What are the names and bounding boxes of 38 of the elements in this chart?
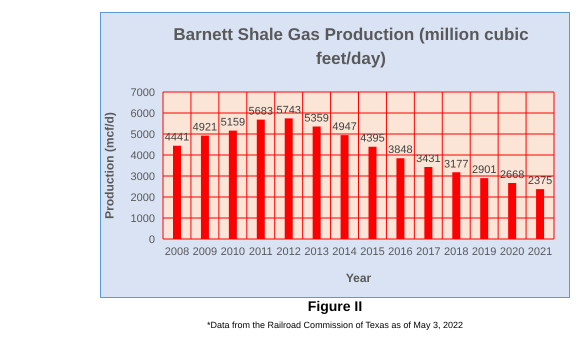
data-label: 2375: [528, 175, 552, 188]
text: *Data from the Railroad Commission of Texas as of May 3, 2022: [206, 320, 464, 330]
data-label: 3177: [444, 158, 469, 170]
x-tick-label: 2008: [164, 246, 190, 258]
x-axis-title: Year: [346, 271, 372, 285]
text: Figure II: [306, 298, 364, 314]
x-tick-label: 2017: [416, 246, 441, 258]
y-tick-label: 2000: [130, 192, 155, 204]
y-tick-label: 0: [148, 234, 155, 246]
data-label: 4921: [192, 122, 218, 134]
y-tick-label: 5000: [130, 128, 155, 141]
data-label: 4395: [360, 132, 385, 145]
chart-title: Barnett Shale Gas Production (million cubic feet/day): [172, 24, 530, 70]
data-label: 4441: [164, 132, 190, 144]
y-tick-label: 6000: [130, 108, 155, 120]
data-label: 3848: [388, 144, 413, 156]
x-tick-label: 2020: [500, 246, 524, 258]
x-tick-label: 2014: [332, 246, 357, 258]
y-tick-label: 1000: [130, 212, 155, 225]
data-label: 5159: [220, 116, 246, 129]
y-tick-label: 7000: [130, 86, 155, 99]
x-tick-label: 2012: [276, 246, 301, 258]
data-label: 4947: [332, 121, 357, 134]
x-tick-label: 2011: [248, 246, 273, 258]
x-tick-label: 2018: [444, 246, 468, 258]
x-tick-label: 2010: [220, 246, 246, 258]
data-label: 2901: [472, 164, 496, 176]
y-tick-label: 4000: [130, 150, 155, 162]
x-tick-label: 2019: [472, 246, 496, 258]
y-tick-label: 3000: [130, 170, 155, 183]
data-label: 5359: [304, 112, 329, 124]
x-tick-label: 2021: [528, 246, 552, 258]
x-tick-label: 2016: [388, 246, 413, 258]
x-tick-label: 2009: [192, 246, 218, 258]
y-axis-title: Production (mcf/d): [102, 112, 116, 219]
x-tick-label: 2013: [304, 246, 329, 258]
x-tick-label: 2015: [360, 246, 385, 258]
data-label: 3431: [416, 152, 441, 165]
